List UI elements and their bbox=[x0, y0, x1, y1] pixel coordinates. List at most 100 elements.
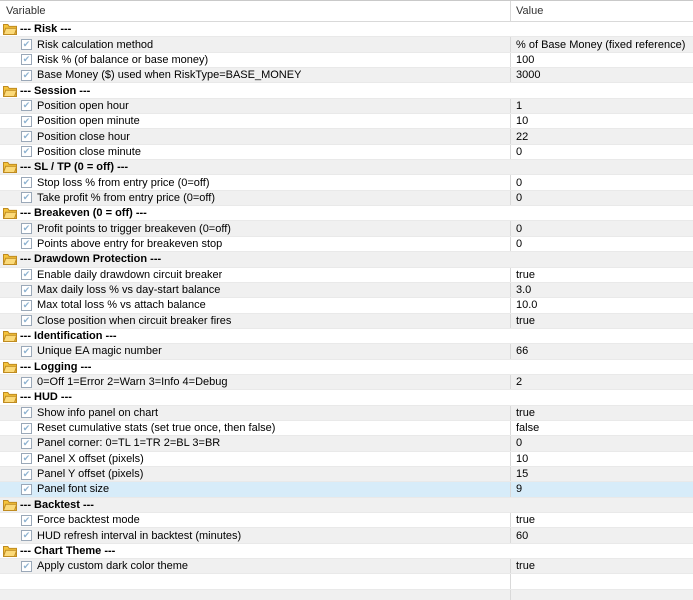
checkbox-checked-icon[interactable]: ✔ bbox=[21, 299, 32, 311]
param-row[interactable]: ✔ Enable daily drawdown circuit breaker tr… bbox=[0, 267, 693, 283]
param-variable-cell: ✔ Unique EA magic number bbox=[0, 344, 510, 358]
checkbox-checked-icon[interactable]: ✔ bbox=[21, 514, 32, 526]
param-row[interactable]: ✔ Risk calculation method % of Base Money … bbox=[0, 37, 693, 53]
param-row[interactable]: ✔ Max total loss % vs attach balance 10.0 bbox=[0, 298, 693, 314]
group-label: --- Backtest --- bbox=[20, 498, 94, 511]
checkbox-checked-icon[interactable]: ✔ bbox=[21, 115, 32, 127]
param-value[interactable]: 0 bbox=[510, 436, 693, 451]
checkbox-checked-icon[interactable]: ✔ bbox=[21, 131, 32, 143]
checkbox-checked-icon[interactable]: ✔ bbox=[21, 192, 32, 204]
param-label: Panel font size bbox=[37, 483, 110, 496]
param-label: Panel X offset (pixels) bbox=[37, 452, 144, 465]
checkbox-checked-icon[interactable]: ✔ bbox=[21, 39, 32, 51]
param-variable-cell: ✔ Show info panel on chart bbox=[0, 406, 510, 420]
checkbox-checked-icon[interactable]: ✔ bbox=[21, 407, 32, 419]
group-row[interactable]: --- HUD --- bbox=[0, 390, 693, 406]
param-value[interactable]: 0 bbox=[510, 144, 693, 160]
param-value[interactable]: 1 bbox=[510, 98, 693, 114]
param-row[interactable]: ✔ Stop loss % from entry price (0=off) 0 bbox=[0, 175, 693, 191]
param-row[interactable]: ✔ Unique EA magic number 66 bbox=[0, 344, 693, 360]
param-value[interactable]: 2 bbox=[510, 374, 693, 390]
group-row[interactable]: --- Breakeven (0 = off) --- bbox=[0, 206, 693, 222]
param-value[interactable]: % of Base Money (fixed reference) bbox=[510, 37, 693, 52]
checkbox-checked-icon[interactable]: ✔ bbox=[21, 100, 32, 112]
param-row[interactable]: ✔ Profit points to trigger breakeven (0=o… bbox=[0, 221, 693, 237]
checkbox-checked-icon[interactable]: ✔ bbox=[21, 177, 32, 189]
checkbox-checked-icon[interactable]: ✔ bbox=[21, 468, 32, 480]
group-row[interactable]: --- SL / TP (0 = off) --- bbox=[0, 160, 693, 176]
checkbox-checked-icon[interactable]: ✔ bbox=[21, 223, 32, 235]
param-value[interactable]: 100 bbox=[510, 52, 693, 68]
group-row[interactable]: --- Backtest --- bbox=[0, 497, 693, 513]
param-row[interactable]: ✔ Close position when circuit breaker fir… bbox=[0, 313, 693, 329]
param-value[interactable]: true bbox=[510, 513, 693, 528]
checkbox-checked-icon[interactable]: ✔ bbox=[21, 146, 32, 158]
checkbox-checked-icon[interactable]: ✔ bbox=[21, 560, 32, 572]
checkbox-checked-icon[interactable]: ✔ bbox=[21, 269, 32, 281]
param-value[interactable]: 0 bbox=[510, 236, 693, 252]
param-row[interactable]: ✔ Base Money ($) used when RiskType=BASE_… bbox=[0, 68, 693, 84]
param-row[interactable]: ✔ Force backtest mode true bbox=[0, 513, 693, 529]
param-value[interactable]: true bbox=[510, 405, 693, 420]
param-row[interactable]: ✔ Reset cumulative stats (set true once, … bbox=[0, 420, 693, 437]
group-row[interactable]: --- Risk --- bbox=[0, 22, 693, 38]
param-value[interactable]: 3.0 bbox=[510, 282, 693, 298]
param-value[interactable]: true bbox=[510, 267, 693, 282]
param-value[interactable]: true bbox=[510, 559, 693, 574]
param-value[interactable]: 0 bbox=[510, 221, 693, 236]
param-row[interactable]: ✔ Position open hour 1 bbox=[0, 98, 693, 115]
param-row[interactable]: ✔ Points above entry for breakeven stop 0 bbox=[0, 236, 693, 253]
param-row[interactable]: ✔ Apply custom dark color theme true bbox=[0, 559, 693, 575]
param-row[interactable]: ✔ HUD refresh interval in backtest (minut… bbox=[0, 528, 693, 544]
param-value[interactable]: 10 bbox=[510, 114, 693, 129]
checkbox-checked-icon[interactable]: ✔ bbox=[21, 69, 32, 81]
param-value[interactable]: 15 bbox=[510, 466, 693, 482]
param-value[interactable]: 66 bbox=[510, 344, 693, 359]
group-row[interactable]: --- Drawdown Protection --- bbox=[0, 252, 693, 268]
checkbox-checked-icon[interactable]: ✔ bbox=[21, 376, 32, 388]
param-row[interactable]: ✔ Position close minute 0 bbox=[0, 144, 693, 161]
param-row[interactable]: ✔ Risk % (of balance or base money) 100 bbox=[0, 52, 693, 69]
checkbox-checked-icon[interactable]: ✔ bbox=[21, 345, 32, 357]
param-label: Force backtest mode bbox=[37, 514, 140, 527]
param-row[interactable]: ✔ Panel X offset (pixels) 10 bbox=[0, 451, 693, 467]
checkbox-checked-icon[interactable]: ✔ bbox=[21, 284, 32, 296]
param-value[interactable]: false bbox=[510, 420, 693, 436]
param-value[interactable]: 10.0 bbox=[510, 298, 693, 313]
checkbox-checked-icon[interactable]: ✔ bbox=[21, 530, 32, 542]
empty-row bbox=[0, 574, 693, 590]
param-value[interactable]: 60 bbox=[510, 528, 693, 543]
param-label: Position open minute bbox=[37, 115, 140, 128]
param-row[interactable]: ✔ Panel Y offset (pixels) 15 bbox=[0, 466, 693, 483]
checkbox-checked-icon[interactable]: ✔ bbox=[21, 437, 32, 449]
param-row[interactable]: ✔ Max daily loss % vs day-start balance 3.… bbox=[0, 282, 693, 299]
param-row[interactable]: ✔ Show info panel on chart true bbox=[0, 405, 693, 421]
param-row[interactable]: ✔ Panel corner: 0=TL 1=TR 2=BL 3=BR 0 bbox=[0, 436, 693, 452]
empty-value-cell bbox=[510, 589, 693, 600]
checkbox-checked-icon[interactable]: ✔ bbox=[21, 54, 32, 66]
param-label: Position close minute bbox=[37, 145, 141, 158]
param-variable-cell: ✔ Position open hour bbox=[0, 99, 510, 113]
param-row[interactable]: ✔ Position close hour 22 bbox=[0, 129, 693, 145]
group-row[interactable]: --- Chart Theme --- bbox=[0, 544, 693, 560]
checkbox-checked-icon[interactable]: ✔ bbox=[21, 315, 32, 327]
param-value[interactable]: 0 bbox=[510, 175, 693, 190]
param-row[interactable]: ✔ Take profit % from entry price (0=off) 0 bbox=[0, 190, 693, 207]
param-value[interactable]: 3000 bbox=[510, 68, 693, 83]
param-value[interactable]: 10 bbox=[510, 451, 693, 466]
checkbox-checked-icon[interactable]: ✔ bbox=[21, 453, 32, 465]
checkbox-checked-icon[interactable]: ✔ bbox=[21, 238, 32, 250]
group-row[interactable]: --- Identification --- bbox=[0, 329, 693, 345]
param-value[interactable]: 0 bbox=[510, 190, 693, 206]
param-value[interactable]: true bbox=[510, 313, 693, 328]
group-row[interactable]: --- Logging --- bbox=[0, 360, 693, 375]
param-row[interactable]: ✔ Panel font size 9 bbox=[0, 482, 693, 498]
checkbox-checked-icon[interactable]: ✔ bbox=[21, 422, 32, 434]
checkbox-checked-icon[interactable]: ✔ bbox=[21, 483, 32, 495]
param-value[interactable]: 22 bbox=[510, 129, 693, 144]
param-row[interactable]: ✔ Position open minute 10 bbox=[0, 114, 693, 130]
param-value[interactable]: 9 bbox=[510, 482, 693, 497]
param-row[interactable]: ✔ 0=Off 1=Error 2=Warn 3=Info 4=Debug 2 bbox=[0, 374, 693, 391]
group-row[interactable]: --- Session --- bbox=[0, 83, 693, 99]
